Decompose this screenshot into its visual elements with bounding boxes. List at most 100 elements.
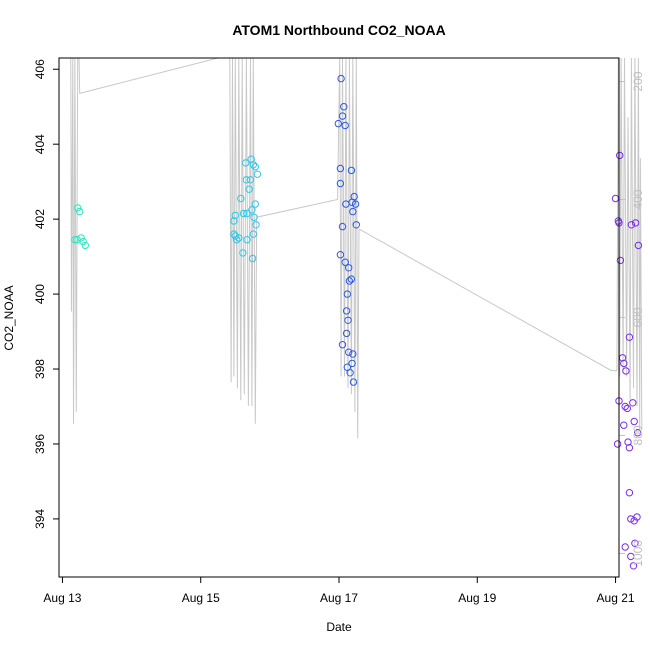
- data-point-3: [347, 275, 356, 283]
- data-point-2: [242, 159, 250, 167]
- data-point-4: [631, 219, 640, 227]
- data-point-3: [345, 348, 353, 356]
- data-point-2: [252, 221, 260, 229]
- y-tick-label: 406: [33, 59, 47, 79]
- data-point-3: [336, 251, 345, 259]
- data-point-3: [340, 103, 348, 111]
- data-point-3: [345, 264, 353, 272]
- data-point-4: [630, 417, 638, 426]
- data-point-3: [347, 166, 356, 175]
- x-tick-label: Aug 13: [43, 591, 81, 605]
- y-tick-label: 396: [33, 434, 47, 454]
- data-point-4: [629, 562, 638, 570]
- data-point-2: [245, 185, 253, 193]
- data-point-4: [627, 552, 635, 561]
- right-tick-label: 200: [631, 71, 645, 91]
- plot-frame: [58, 57, 620, 578]
- data-point-3: [334, 119, 342, 128]
- data-point-3: [349, 350, 357, 358]
- data-point-2: [231, 232, 240, 240]
- data-point-3: [337, 74, 345, 83]
- data-point-3: [351, 200, 360, 208]
- data-point-3: [341, 121, 349, 130]
- data-point-2: [235, 234, 243, 242]
- data-point-4: [622, 367, 630, 375]
- data-point-4: [620, 421, 628, 429]
- data-point-3: [338, 341, 347, 349]
- y-tick-label: 394: [33, 509, 47, 529]
- data-point-4: [620, 359, 628, 368]
- data-point-4: [625, 333, 634, 341]
- points-layer: [71, 74, 643, 570]
- right-tick-label: 800: [631, 425, 645, 445]
- data-point-3: [338, 112, 347, 120]
- data-point-3: [342, 329, 351, 338]
- right-tick-label: 600: [631, 307, 645, 327]
- data-point-2: [249, 161, 258, 169]
- data-point-1: [74, 204, 82, 212]
- data-point-2: [246, 176, 255, 184]
- data-point-2: [237, 194, 245, 203]
- data-point-2: [230, 217, 238, 225]
- data-point-2: [239, 209, 248, 218]
- y-tick-label: 398: [33, 359, 47, 379]
- x-tick-label: Aug 17: [320, 591, 358, 605]
- data-point-4: [624, 438, 632, 446]
- data-point-4: [631, 539, 639, 547]
- data-point-2: [248, 206, 256, 214]
- y-axis-label: CO2_NOAA: [2, 285, 16, 350]
- data-point-2: [243, 209, 251, 218]
- data-point-4: [616, 151, 624, 160]
- x-axis-label: Date: [326, 620, 352, 634]
- data-point-2: [251, 200, 260, 208]
- chart-title: ATOM1 Northbound CO2_NOAA: [232, 22, 445, 38]
- data-point-3: [349, 207, 357, 216]
- flight-track-line: [69, 57, 643, 439]
- data-point-3: [348, 359, 356, 368]
- data-point-4: [625, 444, 634, 452]
- data-point-3: [341, 258, 349, 266]
- right-tick-label: 1000: [631, 540, 645, 567]
- data-point-2: [233, 236, 241, 244]
- data-point-4: [633, 513, 641, 521]
- data-point-3: [352, 221, 360, 229]
- data-point-2: [250, 213, 258, 222]
- right-tick-label: 400: [631, 189, 645, 209]
- data-point-3: [336, 179, 345, 188]
- x-tick-label: Aug 19: [458, 591, 496, 605]
- data-point-2: [239, 249, 247, 257]
- data-point-4: [621, 543, 629, 551]
- data-point-3: [349, 378, 358, 386]
- data-point-1: [79, 237, 87, 246]
- x-tick-label: Aug 21: [597, 591, 635, 605]
- line-layer: [69, 57, 643, 439]
- data-point-3: [345, 277, 354, 285]
- data-point-3: [350, 192, 358, 201]
- data-point-3: [336, 164, 345, 173]
- data-point-4: [623, 404, 631, 413]
- data-point-1: [77, 234, 85, 242]
- data-point-4: [629, 399, 637, 407]
- y-tick-label: 404: [33, 134, 47, 154]
- y-tick-label: 402: [33, 209, 47, 229]
- data-point-4: [634, 241, 643, 250]
- data-point-4: [621, 402, 629, 411]
- data-point-3: [344, 316, 352, 324]
- data-point-3: [346, 369, 354, 377]
- data-point-4: [627, 221, 636, 229]
- data-point-4: [625, 489, 634, 497]
- axes-layer: Aug 13 Aug 15 Aug 17 Aug 19 Aug 21 394 396 398 4…: [33, 59, 645, 605]
- data-point-3: [343, 290, 351, 298]
- data-point-3: [342, 307, 351, 315]
- x-tick-label: Aug 15: [182, 591, 220, 605]
- data-point-4: [616, 256, 625, 265]
- data-point-1: [76, 207, 84, 216]
- data-point-2: [248, 254, 257, 263]
- data-point-2: [231, 211, 240, 220]
- y-tick-label: 400: [33, 284, 47, 304]
- data-point-2: [253, 170, 262, 178]
- data-point-2: [249, 230, 258, 238]
- data-point-2: [243, 236, 251, 244]
